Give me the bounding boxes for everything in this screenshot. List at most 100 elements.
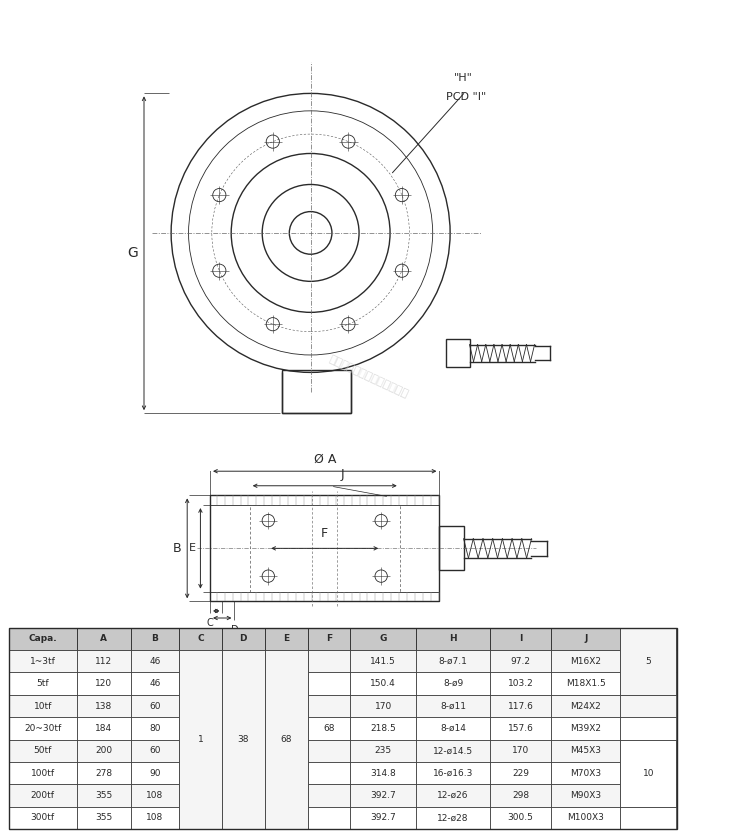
Text: G: G [127,246,138,260]
Bar [620,650,676,672]
Text: E: E [283,635,290,643]
Text: 117.6: 117.6 [508,701,533,711]
Text: 46: 46 [149,679,160,688]
Bar [76,650,130,672]
Bar [130,717,179,740]
Text: 16-ø16.3: 16-ø16.3 [433,769,473,778]
Bar [9,650,76,672]
Bar [620,628,676,695]
Bar [76,628,130,650]
Text: 218.5: 218.5 [370,724,396,733]
Text: 229: 229 [512,769,529,778]
Bar [76,806,130,829]
Text: 108: 108 [146,791,164,800]
Bar [308,740,350,762]
Text: D: D [240,635,248,643]
Bar [265,650,308,829]
Bar [416,762,490,785]
Text: G: G [380,635,387,643]
Text: 355: 355 [94,813,112,822]
Text: 50tf: 50tf [34,746,52,756]
Bar [9,695,76,717]
Bar [210,495,440,505]
Text: PCD "I": PCD "I" [446,93,487,103]
Bar [210,591,440,601]
Text: J: J [584,635,587,643]
Text: F: F [326,635,332,643]
Bar [76,717,130,740]
Bar [179,717,222,740]
Text: 1: 1 [241,724,246,733]
Bar [308,650,350,672]
Bar [9,806,76,829]
Bar [308,628,350,650]
Bar [308,717,350,740]
Text: 60: 60 [149,701,160,711]
Text: 100tf: 100tf [31,769,55,778]
Text: 138: 138 [94,701,112,711]
Bar [620,740,676,806]
Bar [551,740,620,762]
Bar [130,672,179,695]
Bar [222,785,265,806]
Bar [350,762,416,785]
Bar [76,785,130,806]
Text: A: A [100,635,107,643]
Text: 150.4: 150.4 [370,679,396,688]
Text: 7.8: 7.8 [194,746,208,756]
Bar [551,628,620,650]
Bar [265,806,308,829]
Text: 8-ø11: 8-ø11 [440,701,466,711]
Text: 4: 4 [198,657,203,666]
Text: 21: 21 [195,724,206,733]
Bar [350,650,416,672]
Bar [490,672,551,695]
Bar [179,806,222,829]
Bar [179,628,222,650]
Bar [620,717,676,740]
Text: 184: 184 [95,724,112,733]
Text: 11: 11 [195,701,206,711]
Bar [76,762,130,785]
Bar [222,806,265,829]
Text: 170: 170 [512,746,530,756]
Text: 278: 278 [95,769,112,778]
Text: 157.6: 157.6 [508,724,533,733]
Text: 20~30tf: 20~30tf [24,724,62,733]
Text: 20: 20 [195,769,206,778]
Text: M24X2: M24X2 [570,701,601,711]
Text: 355: 355 [94,791,112,800]
Bar [620,740,676,762]
Text: M16X2: M16X2 [570,657,602,666]
Bar [222,762,265,785]
Text: 80: 80 [149,724,160,733]
Text: H: H [449,635,457,643]
Bar [490,806,551,829]
Text: 170: 170 [375,701,392,711]
Bar [179,695,222,717]
Bar [9,740,76,762]
Bar [308,785,350,806]
Bar [130,628,179,650]
Bar [350,785,416,806]
Bar [416,672,490,695]
Text: C: C [197,635,204,643]
Bar [222,628,265,650]
Bar [308,806,350,829]
Bar [179,785,222,806]
Text: 12-ø28: 12-ø28 [437,813,469,822]
Bar [416,628,490,650]
Text: M70X3: M70X3 [570,769,602,778]
Bar [222,717,265,740]
Text: 112: 112 [95,657,112,666]
Bar [490,650,551,672]
Bar [9,672,76,695]
Bar [490,628,551,650]
Text: B: B [152,635,158,643]
Bar [350,740,416,762]
Bar [130,762,179,785]
Bar [9,762,76,785]
Bar [76,695,130,717]
Bar [281,370,351,413]
Text: E: E [189,544,196,553]
